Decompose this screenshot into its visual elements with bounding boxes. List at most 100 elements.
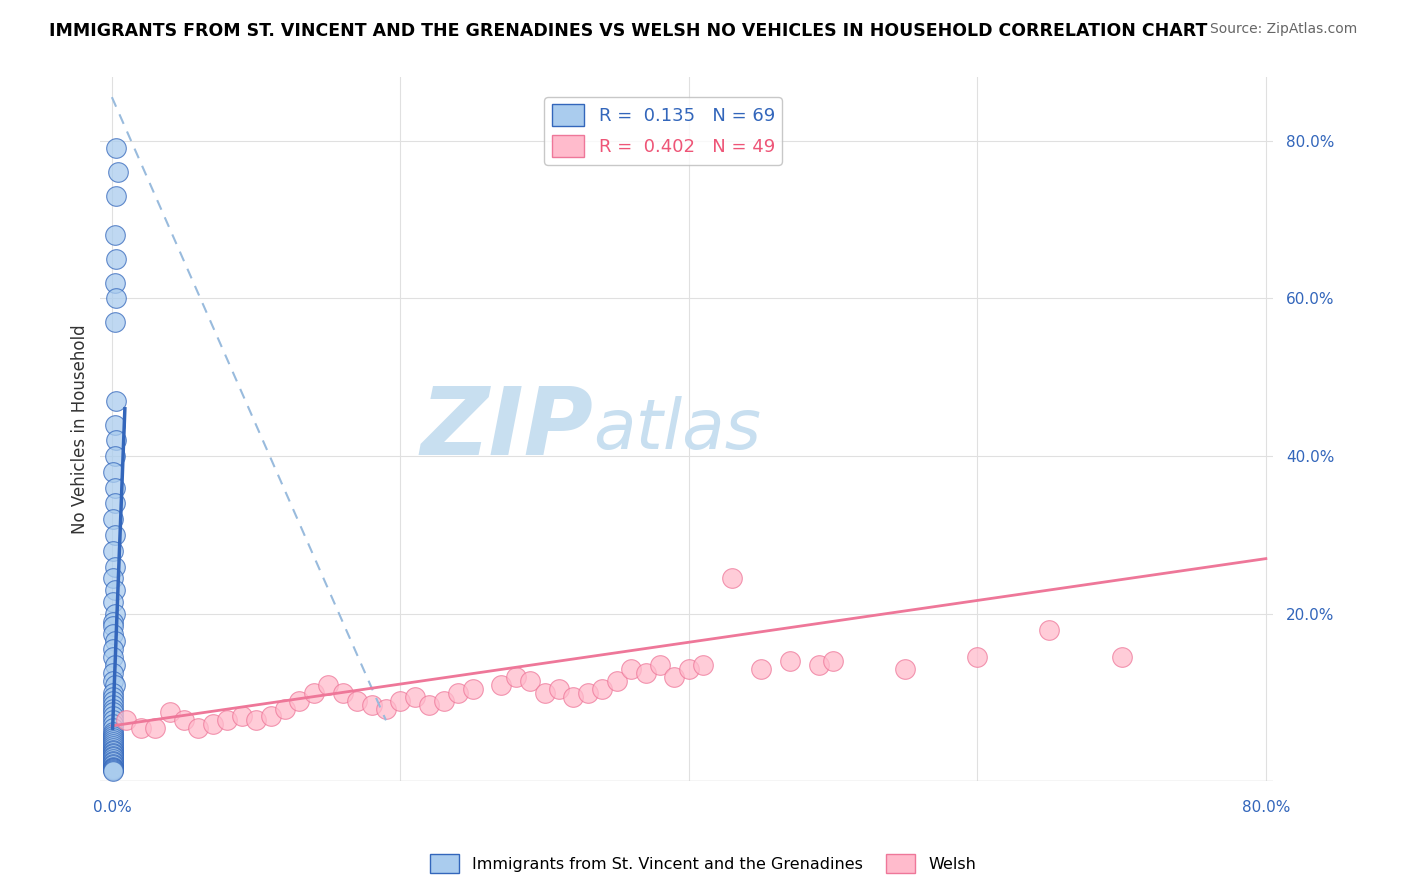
Point — [103, 747, 125, 762]
Point — [103, 737, 125, 751]
Point — [103, 721, 125, 735]
Point — [779, 654, 801, 668]
Point — [634, 665, 657, 680]
Point — [173, 714, 195, 728]
Point — [217, 714, 239, 728]
Point — [105, 393, 128, 408]
Point — [103, 615, 125, 629]
Point — [245, 714, 267, 728]
Text: ZIP: ZIP — [420, 384, 593, 475]
Point — [103, 746, 125, 760]
Point — [104, 417, 127, 432]
Point — [104, 678, 127, 692]
Point — [104, 634, 127, 648]
Point — [129, 721, 152, 735]
Point — [103, 752, 125, 766]
Point — [103, 706, 125, 720]
Y-axis label: No Vehicles in Household: No Vehicles in Household — [72, 325, 89, 534]
Point — [103, 733, 125, 747]
Point — [103, 729, 125, 743]
Point — [823, 654, 845, 668]
Point — [360, 698, 382, 712]
Point — [103, 727, 125, 741]
Point — [201, 717, 224, 731]
Point — [103, 709, 125, 723]
Legend: Immigrants from St. Vincent and the Grenadines, Welsh: Immigrants from St. Vincent and the Gren… — [423, 847, 983, 880]
Point — [103, 739, 125, 753]
Point — [104, 481, 127, 495]
Point — [103, 693, 125, 707]
Point — [103, 762, 125, 776]
Point — [548, 681, 571, 696]
Point — [103, 543, 125, 558]
Point — [103, 665, 125, 680]
Point — [103, 760, 125, 774]
Point — [447, 686, 470, 700]
Point — [104, 228, 127, 243]
Point — [103, 642, 125, 657]
Point — [404, 690, 426, 704]
Point — [103, 717, 125, 731]
Point — [692, 658, 714, 673]
Text: IMMIGRANTS FROM ST. VINCENT AND THE GRENADINES VS WELSH NO VEHICLES IN HOUSEHOLD: IMMIGRANTS FROM ST. VINCENT AND THE GREN… — [49, 22, 1208, 40]
Point — [103, 750, 125, 764]
Point — [505, 670, 527, 684]
Point — [105, 141, 128, 155]
Point — [187, 721, 209, 735]
Point — [461, 681, 484, 696]
Point — [103, 698, 125, 712]
Point — [332, 686, 354, 700]
Point — [807, 658, 830, 673]
Point — [576, 686, 599, 700]
Point — [721, 571, 744, 585]
Point — [749, 662, 772, 676]
Point — [103, 762, 125, 776]
Point — [107, 165, 129, 179]
Point — [678, 662, 700, 676]
Text: Source: ZipAtlas.com: Source: ZipAtlas.com — [1209, 22, 1357, 37]
Point — [105, 188, 128, 202]
Point — [104, 528, 127, 542]
Point — [606, 673, 628, 688]
Point — [288, 693, 311, 707]
Point — [104, 559, 127, 574]
Text: 0.0%: 0.0% — [93, 800, 131, 815]
Point — [346, 693, 368, 707]
Point — [103, 764, 125, 778]
Point — [231, 709, 253, 723]
Point — [103, 761, 125, 775]
Point — [103, 465, 125, 479]
Point — [375, 701, 398, 715]
Point — [103, 741, 125, 756]
Point — [894, 662, 917, 676]
Point — [103, 754, 125, 768]
Point — [562, 690, 585, 704]
Point — [105, 291, 128, 305]
Text: atlas: atlas — [593, 396, 761, 463]
Point — [103, 755, 125, 769]
Point — [620, 662, 643, 676]
Point — [316, 678, 339, 692]
Point — [389, 693, 412, 707]
Point — [433, 693, 456, 707]
Point — [664, 670, 686, 684]
Point — [103, 756, 125, 771]
Point — [103, 734, 125, 748]
Point — [104, 276, 127, 290]
Point — [103, 701, 125, 715]
Point — [104, 496, 127, 510]
Point — [105, 434, 128, 448]
Point — [302, 686, 325, 700]
Point — [1111, 650, 1133, 665]
Point — [103, 731, 125, 746]
Point — [104, 315, 127, 329]
Point — [104, 449, 127, 463]
Point — [103, 512, 125, 526]
Point — [104, 607, 127, 621]
Text: 80.0%: 80.0% — [1241, 800, 1291, 815]
Point — [103, 626, 125, 640]
Point — [159, 706, 181, 720]
Point — [103, 763, 125, 777]
Point — [103, 686, 125, 700]
Point — [491, 678, 513, 692]
